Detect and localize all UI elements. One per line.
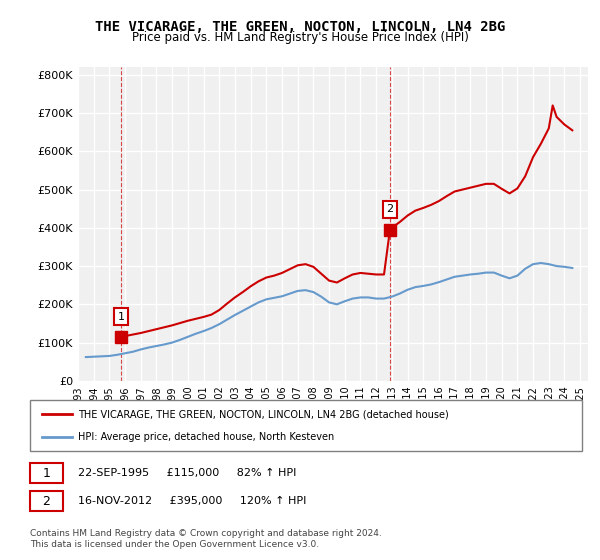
Text: 22-SEP-1995     £115,000     82% ↑ HPI: 22-SEP-1995 £115,000 82% ↑ HPI — [78, 468, 296, 478]
Text: THE VICARAGE, THE GREEN, NOCTON, LINCOLN, LN4 2BG: THE VICARAGE, THE GREEN, NOCTON, LINCOLN… — [95, 20, 505, 34]
Text: 2: 2 — [386, 204, 394, 214]
Text: 1: 1 — [42, 466, 50, 480]
Text: 2: 2 — [42, 494, 50, 508]
Text: 16-NOV-2012     £395,000     120% ↑ HPI: 16-NOV-2012 £395,000 120% ↑ HPI — [78, 496, 307, 506]
Text: THE VICARAGE, THE GREEN, NOCTON, LINCOLN, LN4 2BG (detached house): THE VICARAGE, THE GREEN, NOCTON, LINCOLN… — [78, 409, 449, 419]
Text: HPI: Average price, detached house, North Kesteven: HPI: Average price, detached house, Nort… — [78, 432, 334, 442]
Text: 1: 1 — [118, 311, 124, 321]
Text: Contains HM Land Registry data © Crown copyright and database right 2024.
This d: Contains HM Land Registry data © Crown c… — [30, 529, 382, 549]
Text: Price paid vs. HM Land Registry's House Price Index (HPI): Price paid vs. HM Land Registry's House … — [131, 31, 469, 44]
